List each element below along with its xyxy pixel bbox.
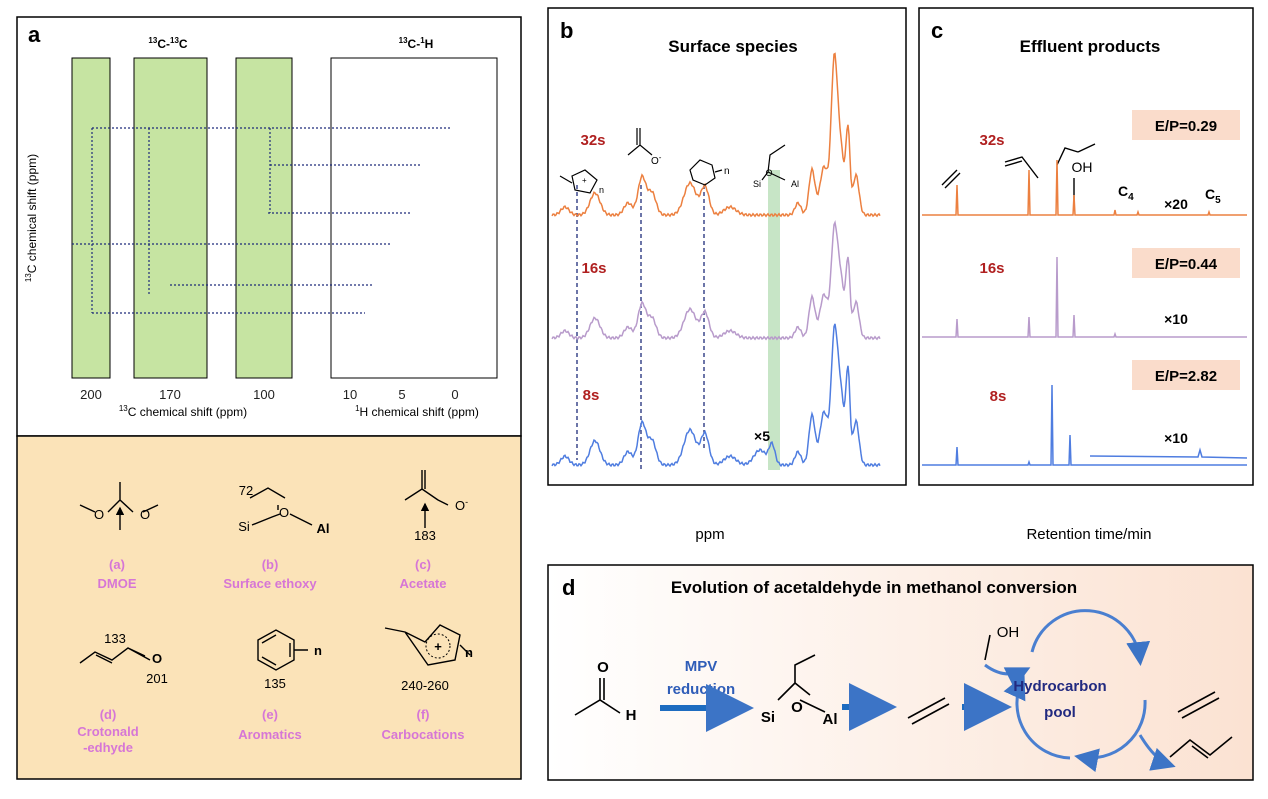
panel-label: a [28, 22, 41, 47]
atom-label: OH [997, 624, 1020, 641]
time-label: 8s [990, 388, 1007, 405]
atom-label: + [582, 176, 587, 185]
time-label: 16s [979, 260, 1004, 277]
atom-label: O [765, 168, 772, 178]
atom-label: Al [317, 521, 330, 536]
scale-label: ×5 [754, 428, 770, 444]
structure-name: Surface ethoxy [223, 576, 317, 591]
pool-label: Hydrocarbon [1013, 678, 1106, 695]
panel-label: d [562, 575, 575, 600]
ratio-label: E/P=0.29 [1155, 118, 1217, 135]
atom-label: O [279, 505, 289, 520]
atom-label: Si [753, 179, 761, 189]
atom-label: n [465, 645, 473, 660]
x-axis-label: 13C chemical shift (ppm) [119, 404, 247, 419]
panel-title: Surface species [668, 37, 797, 56]
number-label: 183 [414, 528, 436, 543]
y-axis-label: 13C chemical shift (ppm) [24, 154, 39, 282]
atom-label: OH [1072, 159, 1093, 175]
atom-label: H [626, 707, 637, 724]
atom-label: O [140, 507, 150, 522]
header: 13C-1H [399, 36, 434, 51]
structure-name: DMOE [98, 576, 137, 591]
time-label: 32s [979, 132, 1004, 149]
panel-b: b Surface species 32s 16s 8s ×5 + n O- n… [547, 7, 907, 543]
ratio-label: E/P=0.44 [1155, 256, 1218, 273]
structure-id: (c) [415, 557, 431, 572]
x-axis-label: Retention time/min [1026, 526, 1151, 543]
x-tick-label: 170 [159, 387, 181, 402]
number-label: 240-260 [401, 678, 449, 693]
panel-title: Evolution of acetaldehyde in methanol co… [671, 578, 1077, 597]
trace [922, 159, 1247, 216]
number-label: 133 [104, 631, 126, 646]
atom-label: O [152, 651, 162, 666]
ratio-label: E/P=2.82 [1155, 368, 1217, 385]
structure-name: -edhyde [83, 740, 133, 755]
number-label: 201 [146, 671, 168, 686]
atom-label: Si [761, 709, 775, 726]
structure-name: Acetate [400, 576, 447, 591]
time-label: 16s [581, 260, 606, 277]
structure-id: (b) [262, 557, 279, 572]
atom-label: O- [455, 497, 468, 513]
product-label: C5 [1205, 186, 1221, 206]
x-tick-label: 10 [343, 387, 357, 402]
atom-label: Si [238, 519, 250, 534]
scale-label: ×20 [1164, 196, 1188, 212]
step-label: MPV [685, 658, 718, 675]
atom-label: O [94, 507, 104, 522]
atom-label: Al [791, 179, 799, 189]
product-label: C4 [1118, 183, 1134, 203]
number-label: 135 [264, 676, 286, 691]
structure-id: (a) [109, 557, 125, 572]
structure-id: (e) [262, 707, 278, 722]
atom-label: Al [823, 711, 838, 728]
number-label: 72 [239, 483, 253, 498]
x-axis-label: ppm [695, 526, 724, 543]
scale-label: ×10 [1164, 430, 1188, 446]
scale-label: ×10 [1164, 311, 1188, 327]
x-tick-label: 200 [80, 387, 102, 402]
atom-label: O [791, 699, 803, 716]
panel-a: a 13C-13C 13C-1H 13C chemical shift (ppm… [16, 16, 522, 780]
structure-id: (f) [417, 707, 430, 722]
atom-label: n [724, 166, 730, 177]
atom-label: O- [651, 153, 662, 167]
trace [551, 219, 881, 341]
time-label: 8s [583, 387, 600, 404]
panel-label: b [560, 18, 573, 43]
structure-id: (d) [100, 707, 117, 722]
atom-label: O [597, 659, 609, 676]
trace [922, 256, 1247, 338]
trace [551, 323, 881, 468]
structure-name: Aromatics [238, 727, 302, 742]
trace [1089, 447, 1248, 459]
panel-c: c Effluent products E/P=0.29 E/P=0.44 E/… [918, 7, 1254, 543]
trace [551, 52, 881, 218]
atom-label: n [314, 643, 322, 658]
structure-name: Crotonald [77, 724, 138, 739]
panel-title: Effluent products [1020, 37, 1161, 56]
panel-label: c [931, 18, 943, 43]
pool-label: pool [1044, 704, 1076, 721]
header: 13C-13C [148, 36, 187, 51]
x-tick-label: 0 [451, 387, 458, 402]
x-tick-label: 5 [398, 387, 405, 402]
x-tick-label: 100 [253, 387, 275, 402]
structure-name: Carbocations [381, 727, 464, 742]
atom-label: + [434, 639, 442, 654]
time-label: 32s [580, 132, 605, 149]
panel-d: d Evolution of acetaldehyde in methanol … [547, 564, 1254, 781]
x-axis-label: 1H chemical shift (ppm) [355, 404, 479, 419]
atom-label: n [599, 185, 604, 195]
step-label: reduction [667, 681, 735, 698]
trace [922, 384, 1247, 466]
